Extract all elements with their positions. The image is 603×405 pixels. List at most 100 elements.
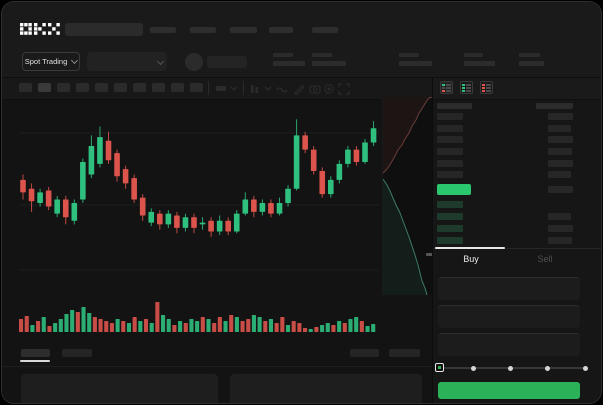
slider-stop-dot[interactable] — [508, 365, 513, 371]
tab-sell[interactable]: Sell — [537, 254, 553, 264]
interval-selector[interactable] — [215, 82, 239, 100]
bid-price-skeleton — [437, 237, 463, 244]
brush-icon[interactable] — [293, 82, 305, 100]
bottom-panel-right — [230, 374, 422, 403]
last-price-badge — [437, 184, 471, 195]
ask-size-skeleton — [548, 136, 573, 143]
ask-size-skeleton — [548, 171, 571, 178]
indicator-wave-icon[interactable] — [276, 82, 289, 100]
stat-value — [519, 61, 544, 66]
orderbook-ask-row[interactable] — [433, 147, 601, 156]
fullscreen-icon[interactable] — [338, 82, 350, 100]
nav-item[interactable] — [312, 27, 338, 33]
search-input[interactable] — [65, 23, 143, 36]
ask-price-skeleton — [437, 113, 463, 120]
orderbook-bid-row[interactable] — [433, 200, 601, 209]
ask-size-skeleton — [548, 113, 573, 120]
nav-item[interactable] — [190, 27, 216, 33]
orderbook-ask-row[interactable] — [433, 159, 601, 168]
ask-size-skeleton — [548, 125, 571, 132]
toolbar-tool[interactable] — [38, 83, 51, 92]
stat-label — [312, 53, 332, 57]
nav-item[interactable] — [150, 27, 176, 33]
toolbar-tool[interactable] — [133, 83, 146, 92]
ask-size-skeleton — [548, 160, 573, 167]
nav-item[interactable] — [269, 27, 293, 33]
slider-track[interactable] — [441, 367, 586, 369]
bottom-action-1[interactable] — [350, 349, 379, 357]
depth-marker — [426, 253, 434, 256]
camera-icon[interactable] — [309, 82, 321, 100]
ask-size-skeleton — [548, 148, 572, 155]
orderbook-bid-row[interactable] — [433, 224, 601, 233]
stat-value — [273, 61, 305, 66]
toolbar-tool[interactable] — [171, 83, 184, 92]
nav-item[interactable] — [230, 27, 257, 33]
okx-logo[interactable] — [20, 23, 60, 36]
volume-chart[interactable] — [19, 294, 379, 332]
bottom-tab[interactable] — [62, 349, 92, 357]
last-price-row[interactable] — [433, 184, 601, 196]
ask-price-skeleton — [437, 136, 463, 143]
pair-selector[interactable] — [87, 52, 167, 71]
trade-panel: Buy Sell — [432, 78, 601, 403]
orderbook-ask-row[interactable] — [433, 135, 601, 144]
bid-price-skeleton — [437, 201, 463, 208]
total-input[interactable] — [438, 333, 580, 356]
stat-value — [312, 61, 346, 66]
toolbar-tool[interactable] — [114, 83, 127, 92]
toolbar-tool[interactable] — [190, 83, 203, 92]
slider-stop-dot[interactable] — [545, 365, 550, 371]
orderbook-all-icon[interactable] — [440, 81, 453, 94]
settings-icon[interactable] — [323, 82, 335, 100]
orderbook-ask-row[interactable] — [433, 124, 601, 133]
coin-avatar — [185, 53, 203, 71]
bottom-panel-left — [21, 374, 218, 403]
orderbook-asks-icon[interactable] — [480, 81, 493, 94]
toolbar-tool[interactable] — [95, 83, 108, 92]
orderbook-bids-icon[interactable] — [460, 81, 473, 94]
slider-handle[interactable] — [435, 363, 444, 372]
bottom-action-2[interactable] — [389, 349, 420, 357]
chevron-down-icon — [71, 56, 79, 65]
chart-type-selector[interactable] — [249, 82, 273, 100]
slider-stop-dot[interactable] — [583, 365, 588, 371]
divider — [2, 366, 431, 367]
tab-buy[interactable]: Buy — [463, 254, 479, 264]
chart-toolbar — [2, 78, 432, 100]
toolbar-tool[interactable] — [57, 83, 70, 92]
orderbook-ask-row[interactable] — [433, 112, 601, 121]
toolbar-tool[interactable] — [152, 83, 165, 92]
orderbook-toolbar — [433, 78, 601, 100]
depth-chart-panel[interactable] — [382, 96, 434, 296]
toolbar-tool[interactable] — [76, 83, 89, 92]
stat-value — [464, 61, 495, 66]
orderbook-col-header — [437, 103, 472, 109]
buy-submit-button[interactable] — [438, 382, 580, 399]
bid-size-skeleton — [548, 213, 571, 220]
toolbar-tool[interactable] — [19, 83, 32, 92]
orderbook-ask-row[interactable] — [433, 170, 601, 179]
bottom-tab-active[interactable] — [21, 349, 50, 357]
chart-section — [2, 96, 434, 403]
depth-chart — [382, 96, 434, 296]
ask-price-skeleton — [437, 160, 463, 167]
candlestick-chart[interactable] — [19, 106, 379, 294]
bid-size-skeleton — [548, 225, 573, 232]
ask-price-skeleton — [437, 171, 463, 178]
orderbook-bid-row[interactable] — [433, 236, 601, 245]
market-type-selector[interactable]: Spot Trading — [22, 52, 80, 71]
amount-input[interactable] — [438, 305, 580, 328]
market-type-label: Spot Trading — [24, 57, 68, 66]
chevron-down-icon — [156, 57, 165, 66]
tab-active-indicator — [20, 360, 50, 362]
buy-tab-indicator — [435, 247, 505, 249]
price-input[interactable] — [438, 277, 580, 300]
orderbook-col-header — [536, 103, 573, 109]
bid-price-skeleton — [437, 225, 463, 232]
orderbook-bid-row[interactable] — [433, 212, 601, 221]
slider-stop-dot[interactable] — [471, 365, 476, 371]
bid-size-skeleton — [548, 237, 572, 244]
stat-label — [464, 53, 483, 57]
